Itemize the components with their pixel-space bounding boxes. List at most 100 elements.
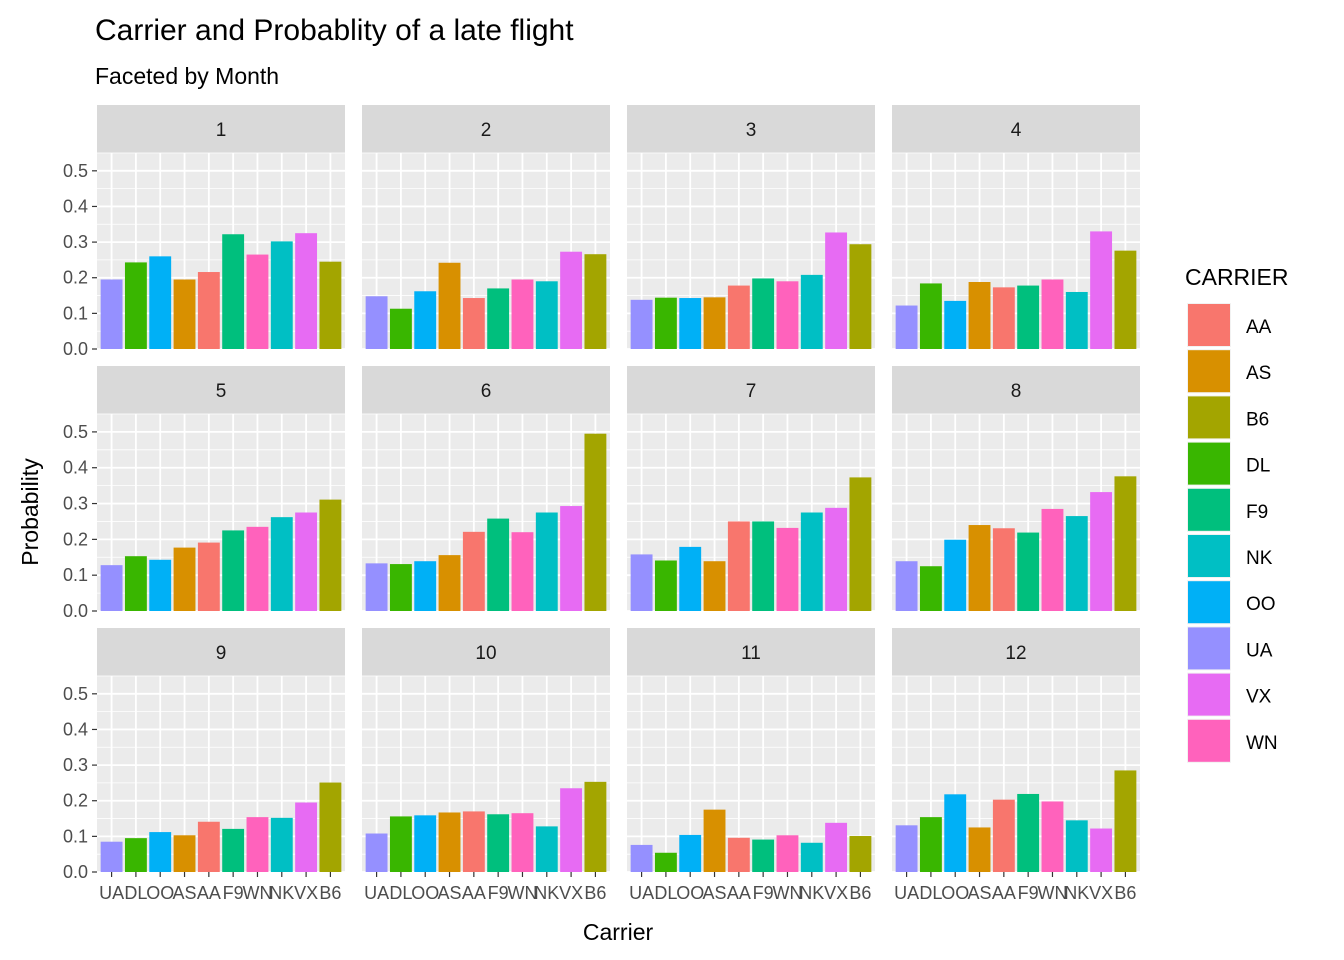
bar-as-month-1	[173, 279, 196, 349]
bar-aa-month-5	[197, 542, 220, 611]
bar-as-month-8	[968, 525, 991, 611]
x-tick-label: VX	[294, 883, 318, 903]
bar-b6-month-10	[584, 781, 607, 872]
bar-as-month-5	[173, 547, 196, 611]
bar-vx-month-9	[295, 802, 318, 872]
bar-vx-month-7	[825, 507, 848, 611]
y-tick-label: 0.4	[63, 196, 88, 216]
bar-f9-month-1	[222, 234, 245, 349]
bar-nk-month-1	[270, 241, 293, 349]
x-tick-label: DL	[124, 883, 147, 903]
facet-panel-7: 7	[627, 366, 875, 612]
bar-ua-month-7	[630, 554, 653, 611]
bar-ua-month-8	[895, 561, 918, 611]
legend-label-aa: AA	[1246, 317, 1272, 338]
legend-swatch-aa	[1188, 304, 1230, 346]
legend-swatch-oo	[1188, 581, 1230, 624]
bar-nk-month-11	[800, 842, 823, 872]
facet-panel-5: 5 0.0 0.1 0.2 0.3 0.4 0.5	[63, 366, 345, 621]
x-tick-label: WN	[772, 883, 802, 903]
bar-oo-month-7	[679, 546, 702, 611]
y-tick-label: 0.2	[63, 529, 88, 549]
bar-vx-month-5	[295, 512, 318, 611]
bar-nk-month-5	[270, 517, 293, 611]
bar-oo-month-4	[944, 300, 967, 349]
bar-f9-month-12	[1017, 793, 1040, 872]
facet-strip	[97, 366, 345, 414]
chart-subtitle: Faceted by Month	[95, 63, 279, 89]
facet-strip	[892, 105, 1140, 153]
bar-vx-month-12	[1090, 828, 1113, 872]
bar-oo-month-9	[149, 832, 172, 872]
bar-dl-month-9	[124, 838, 147, 872]
bar-b6-month-1	[319, 261, 342, 349]
bar-wn-month-8	[1041, 508, 1064, 611]
bar-ua-month-2	[365, 296, 388, 349]
bar-f9-month-10	[487, 814, 510, 872]
bar-b6-month-2	[584, 254, 607, 349]
facet-strip-label: 5	[216, 381, 227, 402]
legend-title: CARRIER	[1185, 264, 1289, 290]
x-tick-label: WN	[242, 883, 272, 903]
bar-as-month-6	[438, 555, 461, 611]
legend-swatch-b6	[1188, 396, 1230, 439]
bar-oo-month-6	[414, 561, 437, 611]
bar-f9-month-5	[222, 530, 245, 611]
bar-vx-month-8	[1090, 492, 1113, 611]
x-tick-label: WN	[1037, 883, 1067, 903]
bar-wn-month-2	[511, 279, 534, 349]
x-tick-label: F9	[488, 883, 509, 903]
bar-f9-month-11	[752, 839, 775, 872]
facet-panel-4: 4	[892, 105, 1140, 350]
x-tick-label: AS	[968, 883, 992, 903]
x-tick-label: NK	[1064, 883, 1089, 903]
facet-strip-label: 6	[481, 381, 492, 402]
x-tick-label: VX	[559, 883, 583, 903]
bar-dl-month-12	[919, 817, 942, 872]
bar-as-month-2	[438, 262, 461, 349]
x-tick-label: UA	[894, 883, 919, 903]
y-tick-label: 0.3	[63, 232, 88, 252]
bar-wn-month-9	[246, 817, 269, 872]
bar-dl-month-3	[654, 297, 677, 349]
y-tick-label: 0.0	[63, 862, 88, 882]
x-tick-label: OO	[676, 883, 704, 903]
bar-nk-month-3	[800, 274, 823, 349]
x-tick-label: DL	[389, 883, 412, 903]
bar-nk-month-8	[1065, 516, 1088, 611]
bar-aa-month-4	[992, 287, 1015, 349]
bar-nk-month-2	[535, 281, 558, 349]
bar-aa-month-7	[727, 521, 750, 611]
x-tick-label: DL	[919, 883, 942, 903]
facet-strip	[362, 105, 610, 153]
x-tick-label: NK	[269, 883, 294, 903]
bar-f9-month-4	[1017, 285, 1040, 349]
facet-strip-label: 1	[216, 120, 227, 141]
bar-ua-month-11	[630, 844, 653, 872]
facet-panels: 1 0.0 0.1 0.2 0.3 0.4 0.5 2 3 4 5 0.0 0.1 0.2 0.3 0.4 0.…	[63, 105, 1140, 903]
bar-b6-month-5	[319, 499, 342, 611]
y-tick-label: 0.3	[63, 755, 88, 775]
bar-vx-month-6	[560, 506, 583, 611]
legend-label-oo: OO	[1246, 594, 1276, 615]
facet-panel-1: 1 0.0 0.1 0.2 0.3 0.4 0.5	[63, 105, 345, 359]
x-tick-label: AS	[703, 883, 727, 903]
bar-f9-month-2	[487, 288, 510, 349]
bar-dl-month-6	[389, 564, 412, 611]
x-tick-label: B6	[849, 883, 871, 903]
legend-swatch-as	[1188, 350, 1230, 393]
facet-strip-label: 7	[746, 381, 757, 402]
bar-dl-month-10	[389, 816, 412, 872]
bar-aa-month-2	[462, 298, 485, 349]
bar-wn-month-4	[1041, 279, 1064, 349]
y-tick-label: 0.0	[63, 601, 88, 621]
facet-strip	[892, 628, 1140, 676]
facet-strip-label: 9	[216, 643, 227, 664]
y-tick-label: 0.1	[63, 303, 88, 323]
facet-strip-label: 12	[1005, 643, 1026, 664]
bar-vx-month-3	[825, 232, 848, 349]
bar-vx-month-11	[825, 822, 848, 872]
